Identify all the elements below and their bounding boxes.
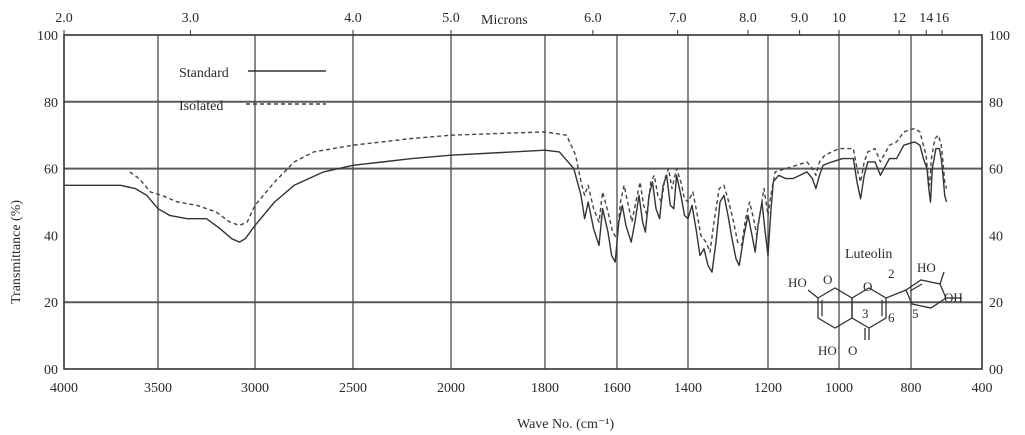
top-tick-label-8: 10	[832, 11, 846, 26]
top-tick-label-1: 3.0	[182, 11, 200, 26]
label-pos-2: 2	[888, 266, 895, 281]
x-tick-label-9: 1000	[825, 381, 853, 396]
y-tick-label-right-4: 80	[989, 96, 1003, 111]
legend: Standard Isolated	[179, 66, 326, 114]
y-tick-label-left-4: 80	[44, 96, 58, 111]
label-ho-right: HO	[917, 260, 936, 275]
plot-frame	[63, 34, 983, 370]
linker-bond	[885, 289, 907, 299]
grid-layer	[64, 35, 982, 369]
top-tick-label-6: 8.0	[739, 11, 757, 26]
x-axis-title: Wave No. (cm⁻¹)	[517, 417, 614, 432]
luteolin-structure: Luteolin HO O O HO O 2 3 6 5 HO	[788, 247, 963, 358]
ring-b	[905, 279, 947, 309]
top-tick-label-7: 9.0	[791, 11, 809, 26]
y-tick-label-right-5: 100	[989, 29, 1010, 44]
x-tick-label-1: 3500	[144, 381, 172, 396]
top-axis-label: Microns	[481, 13, 528, 28]
label-o-bottom: O	[848, 343, 857, 358]
x-tick-label-8: 1200	[754, 381, 782, 396]
label-ho-top-left: HO	[788, 275, 807, 290]
y-tick-label-right-0: 00	[989, 363, 1003, 378]
label-ho-bottom: HO	[818, 343, 837, 358]
x-tick-label-2: 3000	[241, 381, 269, 396]
molecule-bonds	[807, 271, 962, 340]
ring-b-double	[909, 283, 923, 292]
ho-bond	[939, 271, 945, 285]
tick-labels: 4000 3500 3000 2500 2000 1800 1600 1400 1200 1000…	[37, 11, 1010, 396]
y-tick-label-left-2: 40	[44, 229, 58, 244]
top-tick-label-3: 5.0	[442, 11, 460, 26]
label-o-top-left: O	[823, 272, 832, 287]
ring-a	[817, 287, 853, 329]
y-tick-label-left-0: 00	[44, 363, 58, 378]
top-tick-label-4: 6.0	[584, 11, 602, 26]
y-tick-label-left-5: 100	[37, 29, 58, 44]
top-tick-label-9: 12	[892, 11, 906, 26]
y-tick-label-right-1: 20	[989, 296, 1003, 311]
top-tick-label-10: 14	[919, 11, 933, 26]
x-tick-label-10: 800	[901, 381, 922, 396]
label-pos-5: 5	[912, 306, 919, 321]
y-tick-label-left-1: 20	[44, 296, 58, 311]
label-oh-right: OH	[944, 290, 963, 305]
label-o-ring: O	[863, 279, 872, 294]
series-line-standard	[64, 141, 948, 273]
top-tick-label-0: 2.0	[55, 11, 73, 26]
top-tick-label-5: 7.0	[669, 11, 687, 26]
legend-label-isolated: Isolated	[179, 99, 223, 114]
y-tick-label-left-3: 60	[44, 163, 58, 178]
y-tick-label-right-2: 40	[989, 229, 1003, 244]
y-axis-title: Transmittance (%)	[9, 200, 24, 304]
top-tick-label-2: 4.0	[344, 11, 362, 26]
series-line-isolated	[129, 127, 948, 253]
x-tick-label-11: 400	[972, 381, 993, 396]
ring-c	[851, 287, 887, 329]
top-tick-label-11: 16	[935, 11, 949, 26]
x-tick-label-3: 2500	[339, 381, 367, 396]
label-pos-6: 6	[888, 310, 895, 325]
x-tick-label-7: 1400	[674, 381, 702, 396]
x-tick-label-5: 1800	[531, 381, 559, 396]
label-pos-3: 3	[862, 306, 869, 321]
x-tick-label-4: 2000	[437, 381, 465, 396]
x-tick-label-6: 1600	[603, 381, 631, 396]
molecule-name: Luteolin	[845, 247, 892, 262]
ho-left-bond	[807, 289, 819, 299]
y-tick-label-right-3: 60	[989, 163, 1003, 178]
x-tick-label-0: 4000	[50, 381, 78, 396]
series-layer	[64, 127, 948, 273]
legend-label-standard: Standard	[179, 66, 229, 81]
